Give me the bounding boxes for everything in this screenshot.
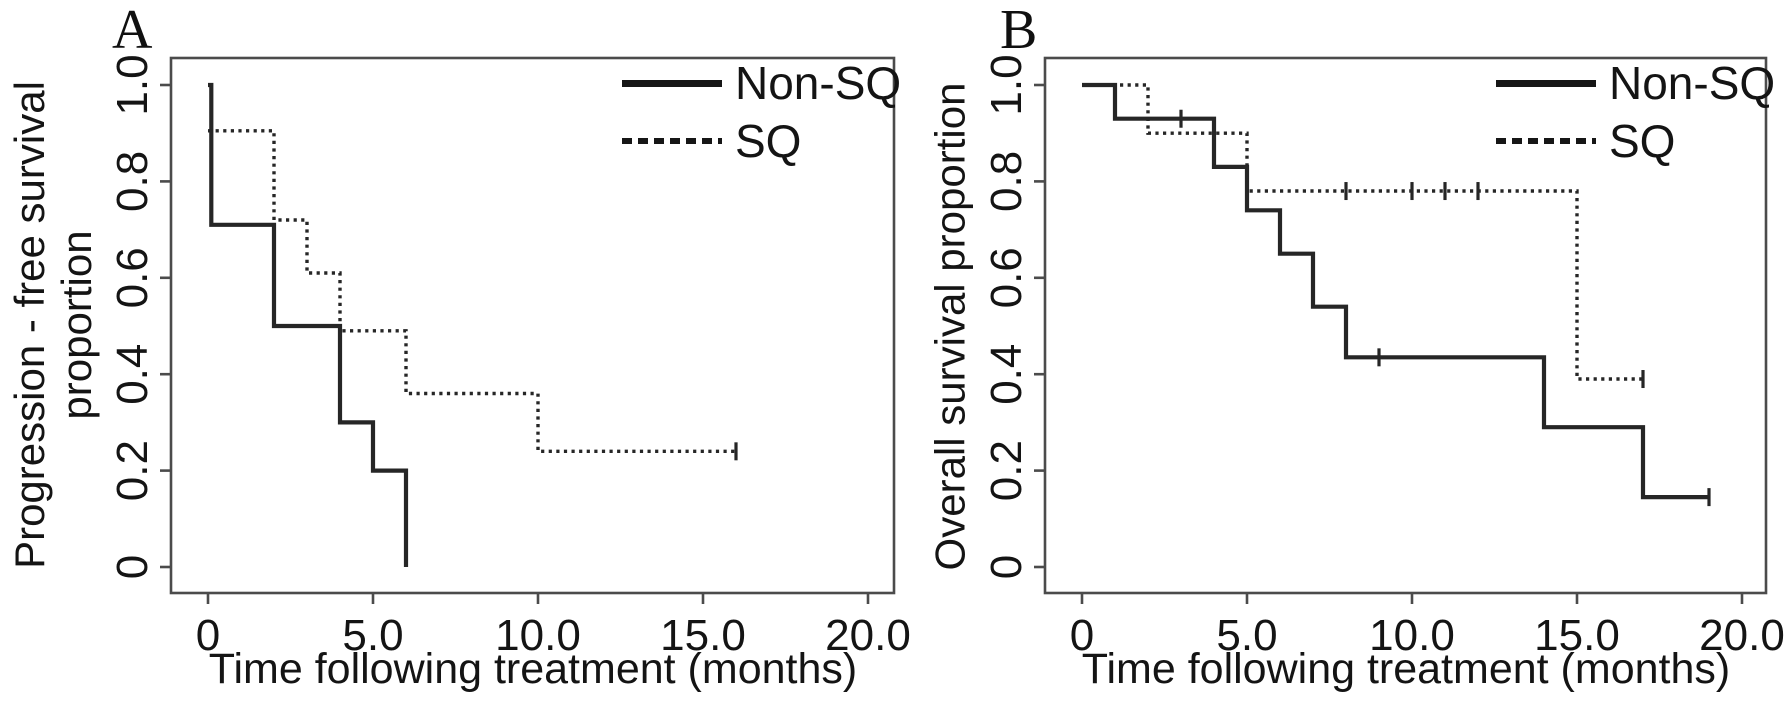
solid-line-swatch [622, 79, 722, 87]
x-tick-label-a: 0 [196, 611, 220, 660]
y-tick-label-a: 0.2 [108, 440, 157, 501]
y-tick-label-a: 0.4 [108, 344, 157, 405]
plot-frame-a [169, 56, 896, 595]
y-tick-label-b: 1.0 [982, 54, 1031, 115]
panel-a-y-axis-title: Progression - free survival proportion [6, 0, 100, 675]
x-tick-label-b: 15.0 [1534, 611, 1620, 660]
panel-b-x-axis-title: Time following treatment (months) [1081, 645, 1731, 693]
series-a-sq [208, 129, 736, 453]
panel-b-legend-row-sq: SQ [1496, 116, 1775, 166]
x-tick-label-a: 15.0 [660, 611, 746, 660]
panel-b-letter: B [1000, 0, 1038, 61]
panel-a-legend-row-sq: SQ [622, 116, 901, 166]
solid-line-swatch [1496, 79, 1596, 87]
x-tick-label-b: 0 [1070, 611, 1094, 660]
dashed-line-swatch [1496, 138, 1596, 144]
x-tick-label-b: 20.0 [1699, 611, 1785, 660]
legend-label-sq: SQ [1609, 115, 1676, 167]
series-b-non-sq [1082, 82, 1709, 500]
panel-b-y-axis-title-line1: Overall survival proportion [926, 82, 974, 571]
panel-a-legend: Non-SQ SQ [622, 58, 901, 166]
legend-label-sq: SQ [735, 115, 802, 167]
y-tick-label-a: 1.0 [108, 54, 157, 115]
x-tick-label-a: 20.0 [825, 611, 911, 660]
y-tick-label-b: 0 [982, 555, 1031, 579]
panel-a-y-axis-title-line2: proportion [53, 230, 100, 420]
y-tick-label-a: 0.6 [108, 247, 157, 308]
series-a-non-sq [208, 82, 409, 567]
legend-label-non-sq: Non-SQ [735, 57, 902, 109]
plot-frame-b [1043, 56, 1768, 595]
panel-a-y-axis-title-line1: Progression - free survival [6, 81, 53, 569]
panel-b-legend-row-non-sq: Non-SQ [1496, 58, 1775, 108]
dashed-line-swatch [622, 138, 722, 144]
x-tick-label-a: 5.0 [342, 611, 403, 660]
x-tick-label-a: 10.0 [495, 611, 581, 660]
y-tick-label-a: 0 [108, 555, 157, 579]
panel-a-legend-row-non-sq: Non-SQ [622, 58, 901, 108]
y-tick-label-a: 0.8 [108, 151, 157, 212]
y-tick-label-b: 0.2 [982, 440, 1031, 501]
x-tick-label-b: 10.0 [1369, 611, 1455, 660]
y-tick-label-b: 0.6 [982, 247, 1031, 308]
y-tick-label-b: 0.4 [982, 344, 1031, 405]
x-tick-label-b: 5.0 [1216, 611, 1277, 660]
legend-label-non-sq: Non-SQ [1609, 57, 1776, 109]
y-tick-label-b: 0.8 [982, 151, 1031, 212]
panel-a-x-axis-title: Time following treatment (months) [208, 645, 858, 693]
panel-b-legend: Non-SQ SQ [1496, 58, 1775, 166]
panel-a-letter: A [112, 0, 153, 61]
panel-b-y-axis-title: Overall survival proportion [927, 0, 974, 677]
